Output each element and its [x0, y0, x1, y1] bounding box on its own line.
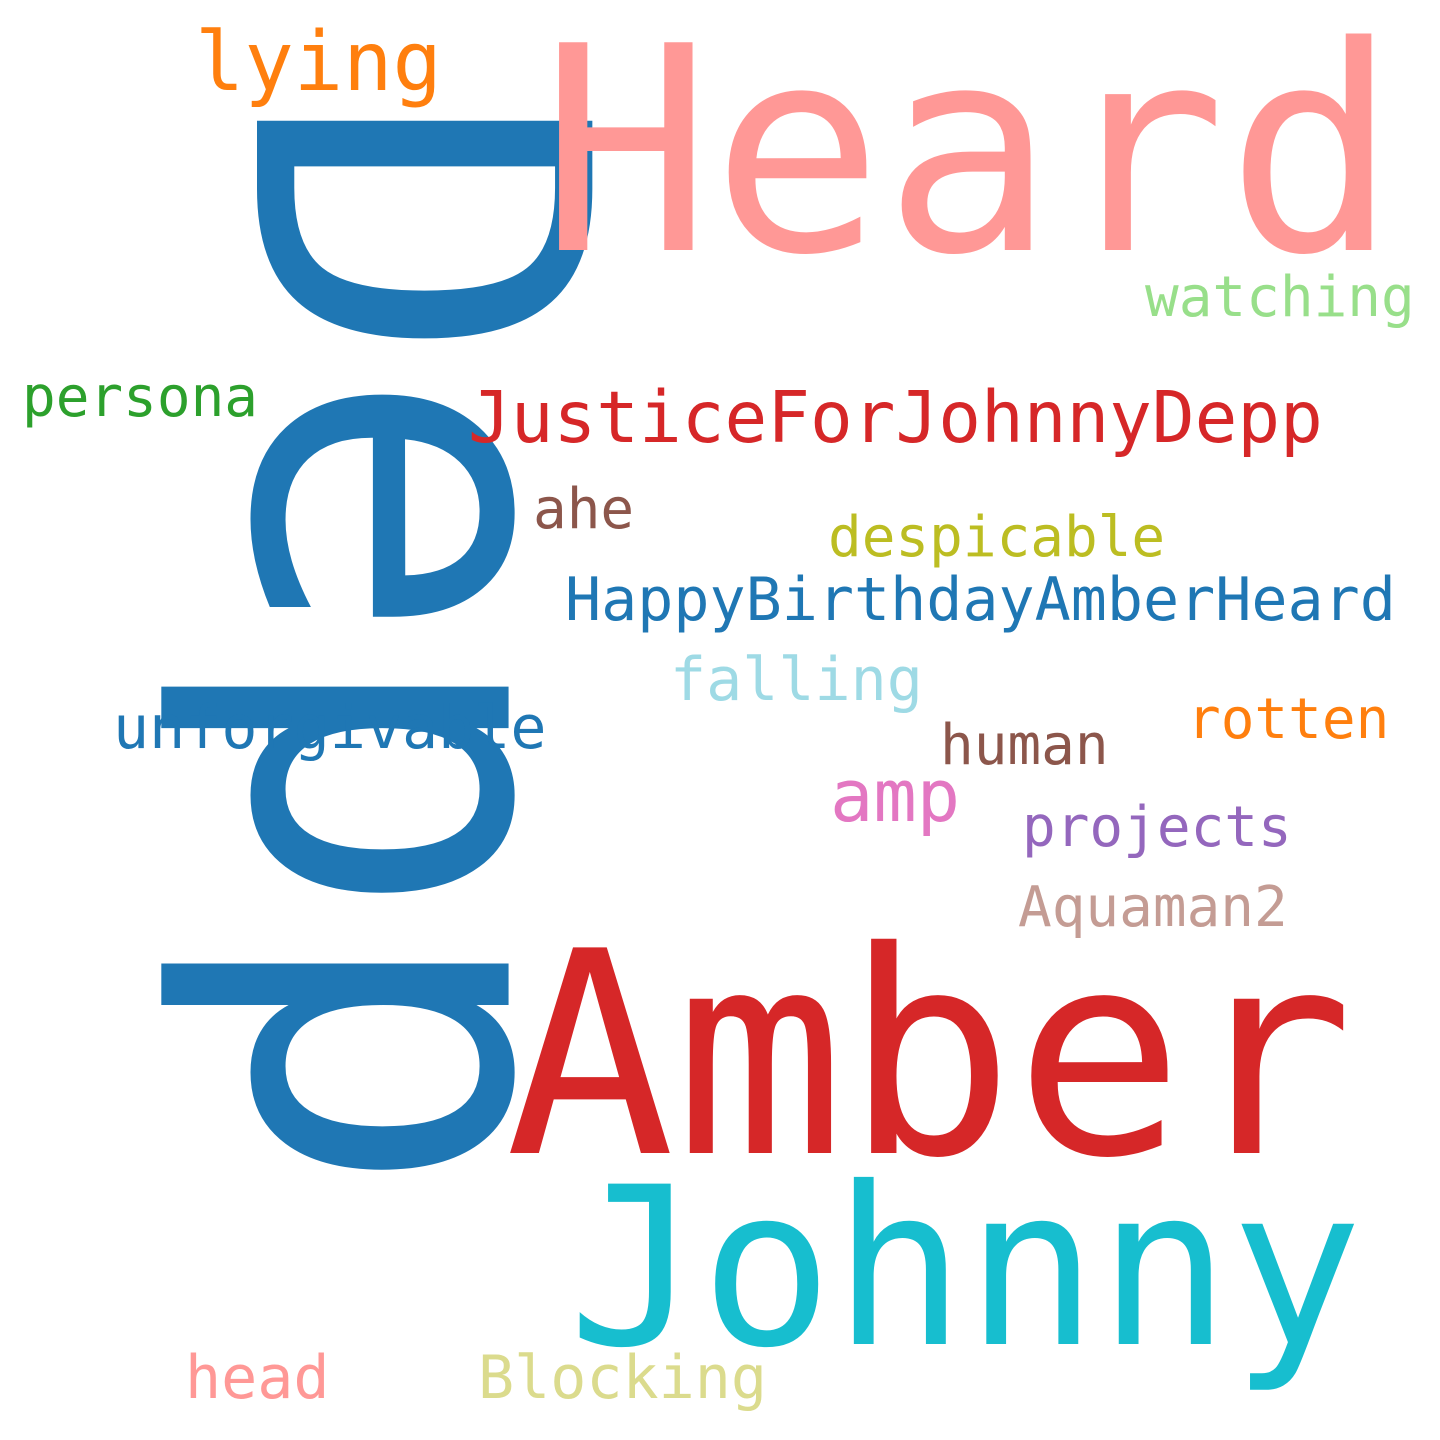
word-amp: amp: [830, 754, 961, 838]
word-heard: Heard: [540, 0, 1398, 318]
word-blocking: Blocking: [478, 1343, 767, 1413]
word-justice: JusticeForJohnnyDepp: [468, 376, 1323, 459]
word-johnny: Johnny: [568, 1140, 1363, 1396]
word-lying: lying: [195, 15, 442, 110]
word-happy: HappyBirthdayAmberHeard: [565, 565, 1396, 635]
word-ahe: ahe: [533, 477, 635, 542]
word-persona: persona: [22, 365, 259, 430]
word-falling: falling: [670, 645, 923, 715]
word-human: human: [940, 713, 1109, 778]
word-watching: watching: [1145, 265, 1415, 330]
word-despicable: despicable: [828, 505, 1166, 570]
word-projects: projects: [1022, 795, 1292, 860]
word-rotten: rotten: [1187, 687, 1390, 752]
word-amber: Amber: [505, 891, 1354, 1220]
word-head: head: [185, 1343, 330, 1413]
word-unforgivable: unforgivable: [113, 693, 547, 763]
word-aquaman2: Aquaman2: [1018, 875, 1288, 940]
